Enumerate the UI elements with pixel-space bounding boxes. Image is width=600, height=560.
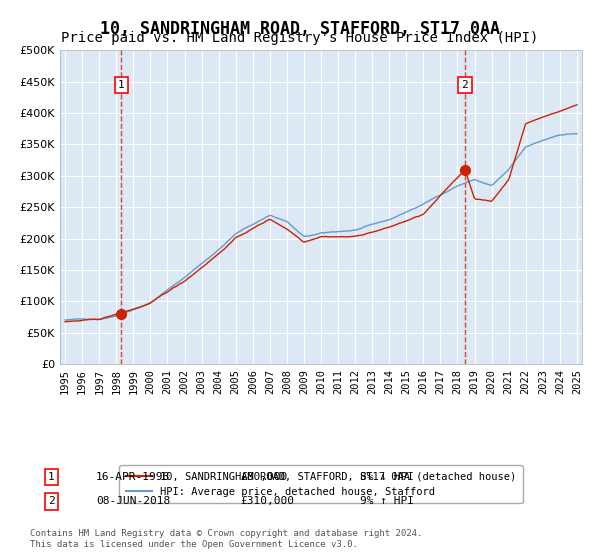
- Text: 1: 1: [48, 472, 55, 482]
- Text: £80,000: £80,000: [240, 472, 287, 482]
- Text: 2: 2: [461, 80, 469, 90]
- Text: 8% ↓ HPI: 8% ↓ HPI: [360, 472, 414, 482]
- Text: £310,000: £310,000: [240, 496, 294, 506]
- Legend: 10, SANDRINGHAM ROAD, STAFFORD, ST17 0AA (detached house), HPI: Average price, d: 10, SANDRINGHAM ROAD, STAFFORD, ST17 0AA…: [119, 465, 523, 503]
- Text: 10, SANDRINGHAM ROAD, STAFFORD, ST17 0AA: 10, SANDRINGHAM ROAD, STAFFORD, ST17 0AA: [100, 20, 500, 38]
- Text: Price paid vs. HM Land Registry's House Price Index (HPI): Price paid vs. HM Land Registry's House …: [61, 31, 539, 45]
- Text: 16-APR-1998: 16-APR-1998: [96, 472, 170, 482]
- Text: 08-JUN-2018: 08-JUN-2018: [96, 496, 170, 506]
- Text: Contains HM Land Registry data © Crown copyright and database right 2024.
This d: Contains HM Land Registry data © Crown c…: [30, 529, 422, 549]
- Text: 9% ↑ HPI: 9% ↑ HPI: [360, 496, 414, 506]
- Text: 1: 1: [118, 80, 125, 90]
- Text: 2: 2: [48, 496, 55, 506]
